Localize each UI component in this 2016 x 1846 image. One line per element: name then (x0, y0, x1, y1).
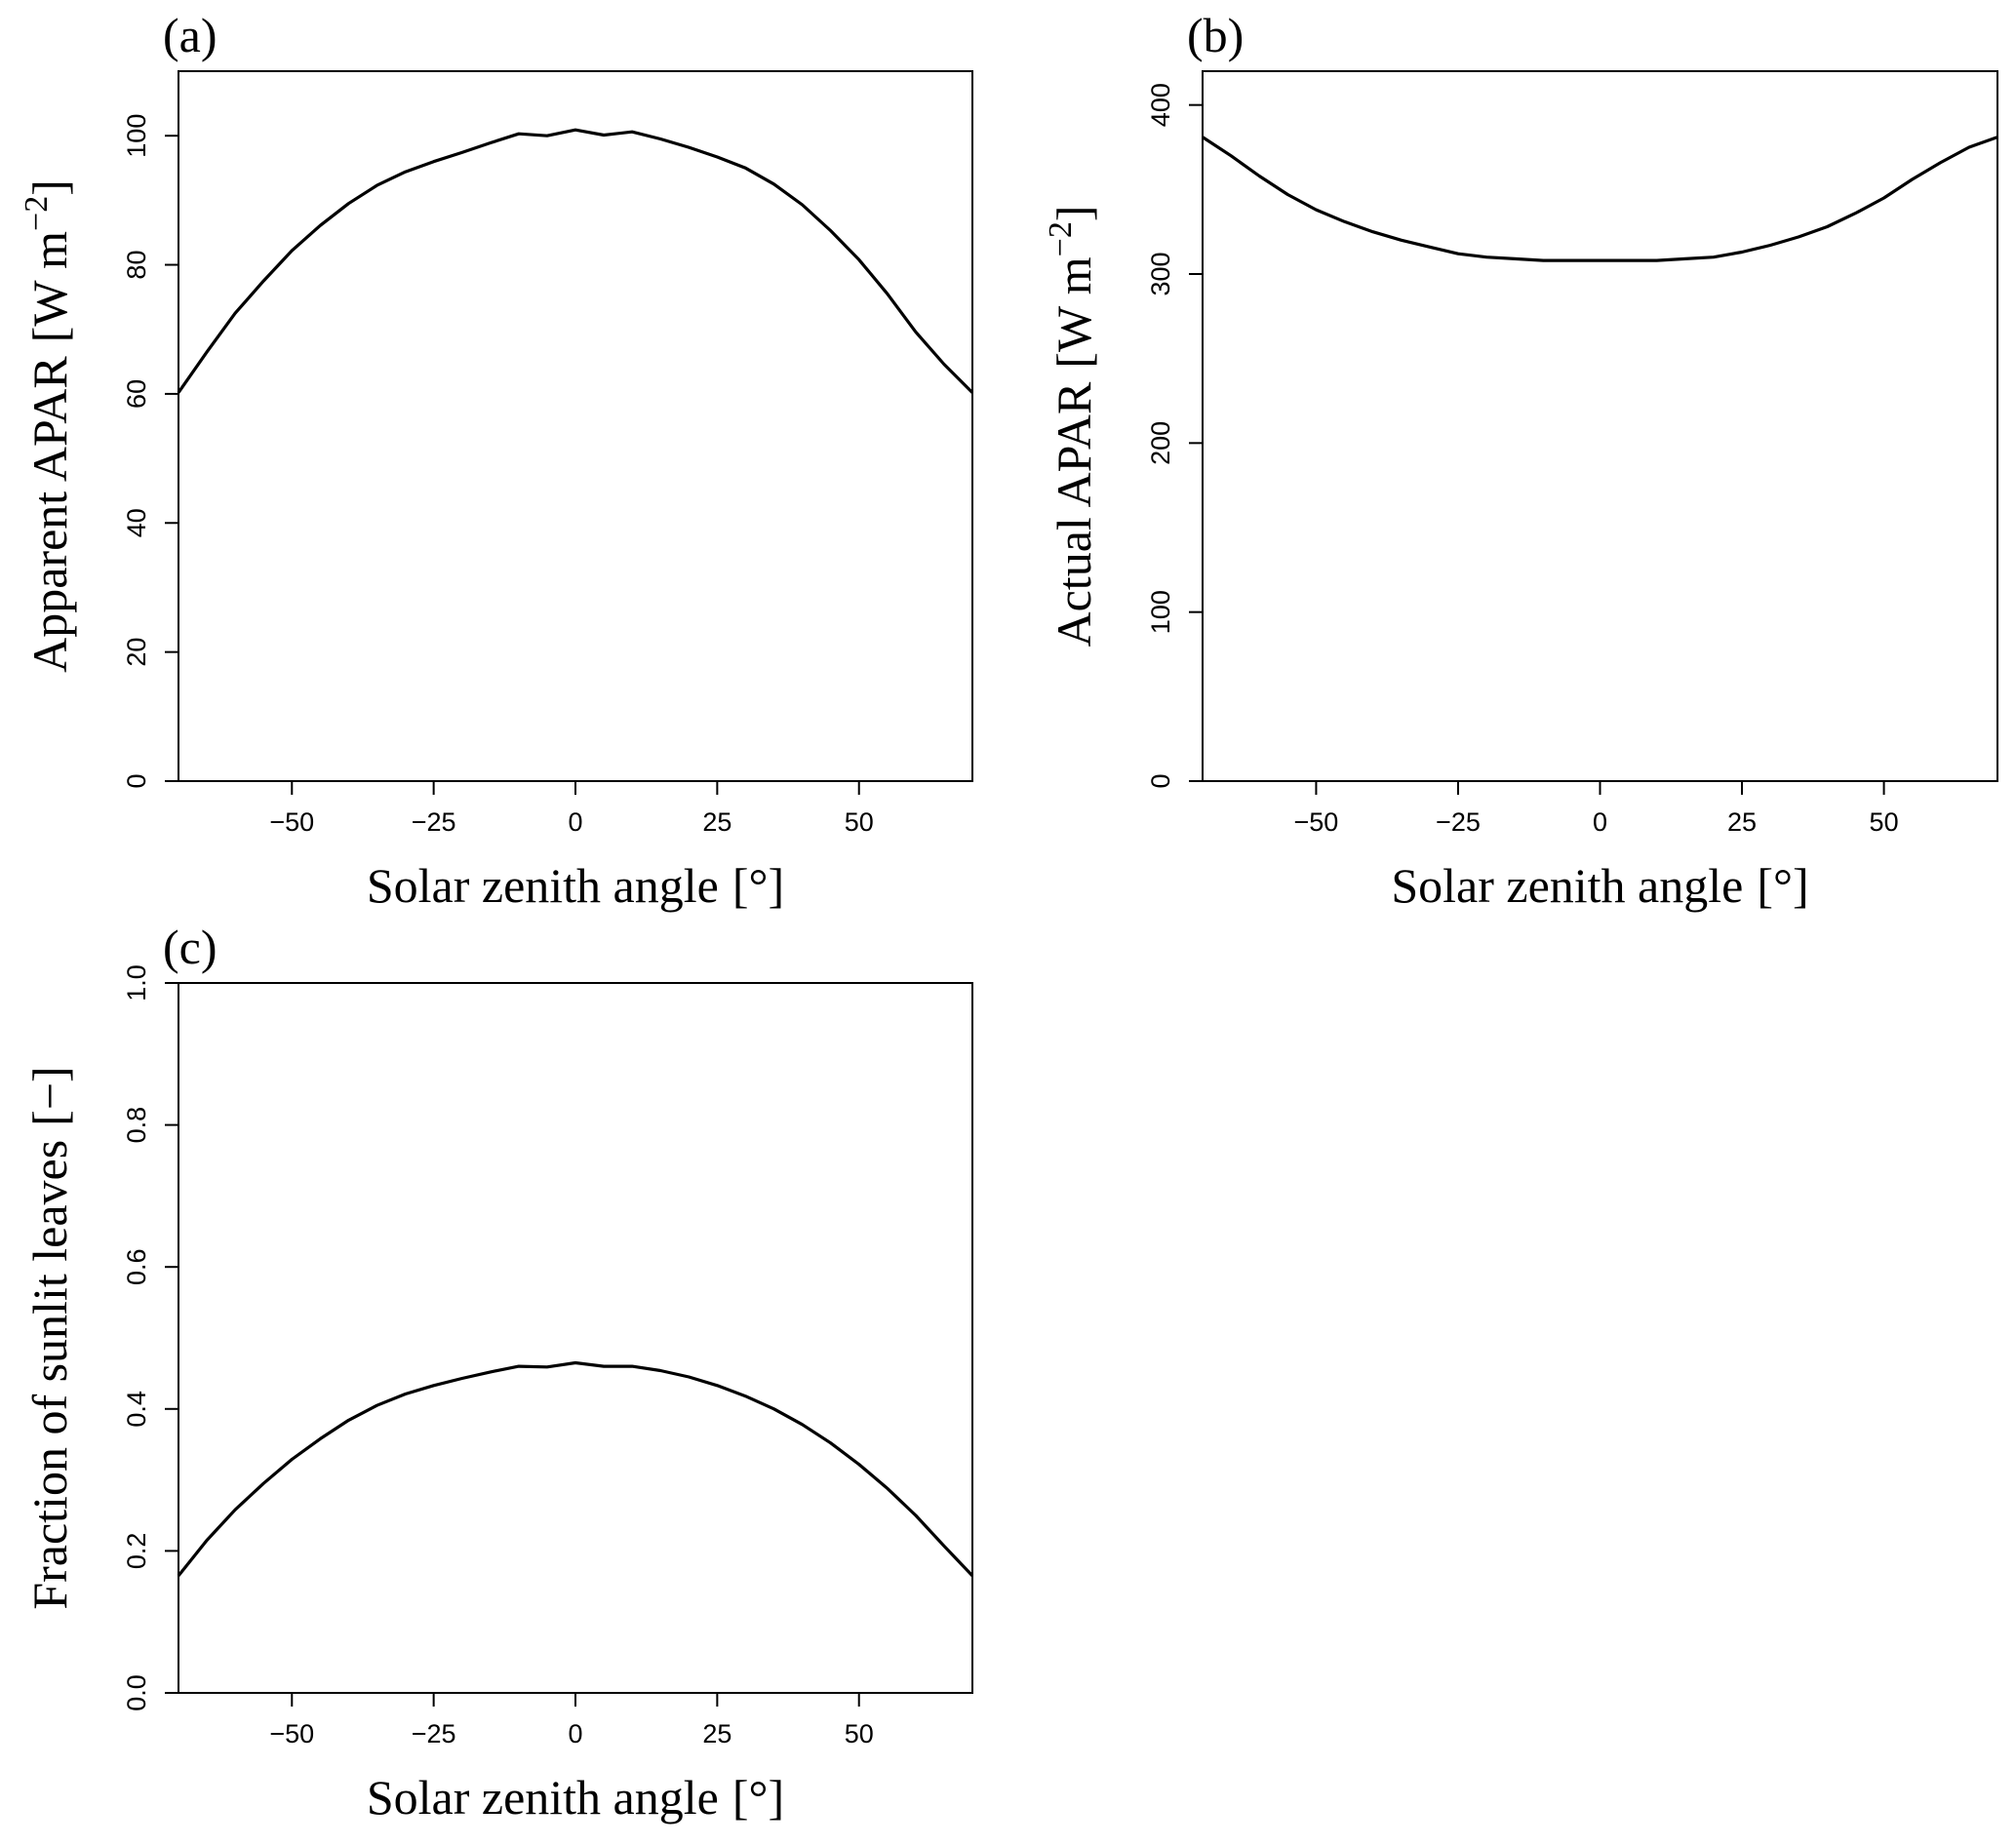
panel-c: (c) −50 −25 0 25 50 0.0 0.2 0.4 0.6 0.8 1.0 Solar ze… (22, 920, 974, 1825)
x-tick-label: −25 (412, 807, 456, 837)
y-tick-label: 0.8 (122, 1107, 151, 1144)
y-tick-label: 0.4 (122, 1391, 151, 1428)
y-axis-label: Fraction of sunlit leaves (22, 1140, 77, 1610)
series-line (177, 1360, 974, 1578)
y-axis-label: Apparent APAR (22, 356, 77, 673)
plot-frame (178, 982, 973, 1694)
y-tick-label: 40 (122, 508, 151, 537)
x-axis-unit: [°] (732, 1770, 784, 1825)
y-axis-title: Apparent APAR [W m−2] (19, 179, 77, 673)
x-tick-label: 0 (1593, 807, 1607, 837)
x-tick-label: −25 (412, 1719, 456, 1748)
x-tick-label: 25 (702, 807, 731, 837)
y-axis-unit: [W m (1047, 256, 1101, 368)
x-axis-label: Solar zenith angle (1391, 858, 1743, 913)
x-tick-label: 50 (845, 807, 874, 837)
series-line (1202, 136, 1998, 262)
x-tick-label: 25 (1727, 807, 1757, 837)
x-tick-label: −50 (1294, 807, 1339, 837)
y-axis-unit-exponent: −2 (19, 196, 55, 231)
x-axis-label: Solar zenith angle (367, 858, 719, 913)
panel-label: (b) (1187, 8, 1244, 62)
y-tick-label: 0 (1146, 773, 1175, 788)
x-tick-label: 25 (702, 1719, 731, 1748)
x-axis-unit: [°] (732, 858, 784, 913)
y-tick-label: 0 (122, 773, 151, 788)
panel-a: (a) −50 −25 0 25 50 0 20 40 60 80 100 Solar zenith a… (19, 8, 974, 913)
y-axis-title: Actual APAR [W m−2] (1043, 206, 1101, 648)
y-tick-label: 80 (122, 251, 151, 280)
panel-b: (b) −50 −25 0 25 50 0 100 200 300 400 Solar zenith … (1043, 8, 1998, 913)
x-axis-title: Solar zenith angle [°] (367, 858, 784, 913)
x-tick-label: −50 (269, 807, 314, 837)
y-tick-label: 0.0 (122, 1674, 151, 1711)
x-tick-label: 50 (845, 1719, 874, 1748)
x-tick-label: 50 (1870, 807, 1899, 837)
y-axis-unit-exponent: −2 (1043, 221, 1079, 256)
y-axis-unit: [W m (22, 231, 77, 342)
x-axis-title: Solar zenith angle [°] (367, 1770, 784, 1825)
x-axis-title: Solar zenith angle [°] (1391, 858, 1808, 913)
y-tick-label: 200 (1146, 421, 1175, 465)
y-tick-label: 0.2 (122, 1533, 151, 1570)
x-tick-label: −25 (1436, 807, 1481, 837)
y-axis-unit-close: ] (22, 179, 77, 196)
y-tick-label: 100 (1146, 590, 1175, 634)
y-axis-title: Fraction of sunlit leaves [−] (22, 1066, 77, 1609)
plot-frame (178, 70, 973, 782)
y-tick-label: 400 (1146, 83, 1175, 127)
y-tick-label: 300 (1146, 252, 1175, 295)
x-axis-unit: [°] (1757, 858, 1808, 913)
y-axis-label: Actual APAR (1047, 381, 1101, 647)
x-tick-label: 0 (568, 807, 582, 837)
y-tick-label: 60 (122, 379, 151, 409)
y-tick-label: 100 (122, 114, 151, 158)
x-axis-label: Solar zenith angle (367, 1770, 719, 1825)
plot-frame (1202, 70, 1998, 782)
y-axis-unit: [−] (22, 1066, 77, 1126)
x-tick-label: −50 (269, 1719, 314, 1748)
y-tick-label: 0.6 (122, 1248, 151, 1285)
y-axis-unit-close: ] (1047, 206, 1101, 222)
panel-label: (a) (163, 8, 217, 62)
x-tick-label: 0 (568, 1719, 582, 1748)
series-line (177, 128, 974, 394)
panel-label: (c) (163, 920, 217, 974)
y-tick-label: 1.0 (122, 964, 151, 1002)
y-tick-label: 20 (122, 638, 151, 667)
